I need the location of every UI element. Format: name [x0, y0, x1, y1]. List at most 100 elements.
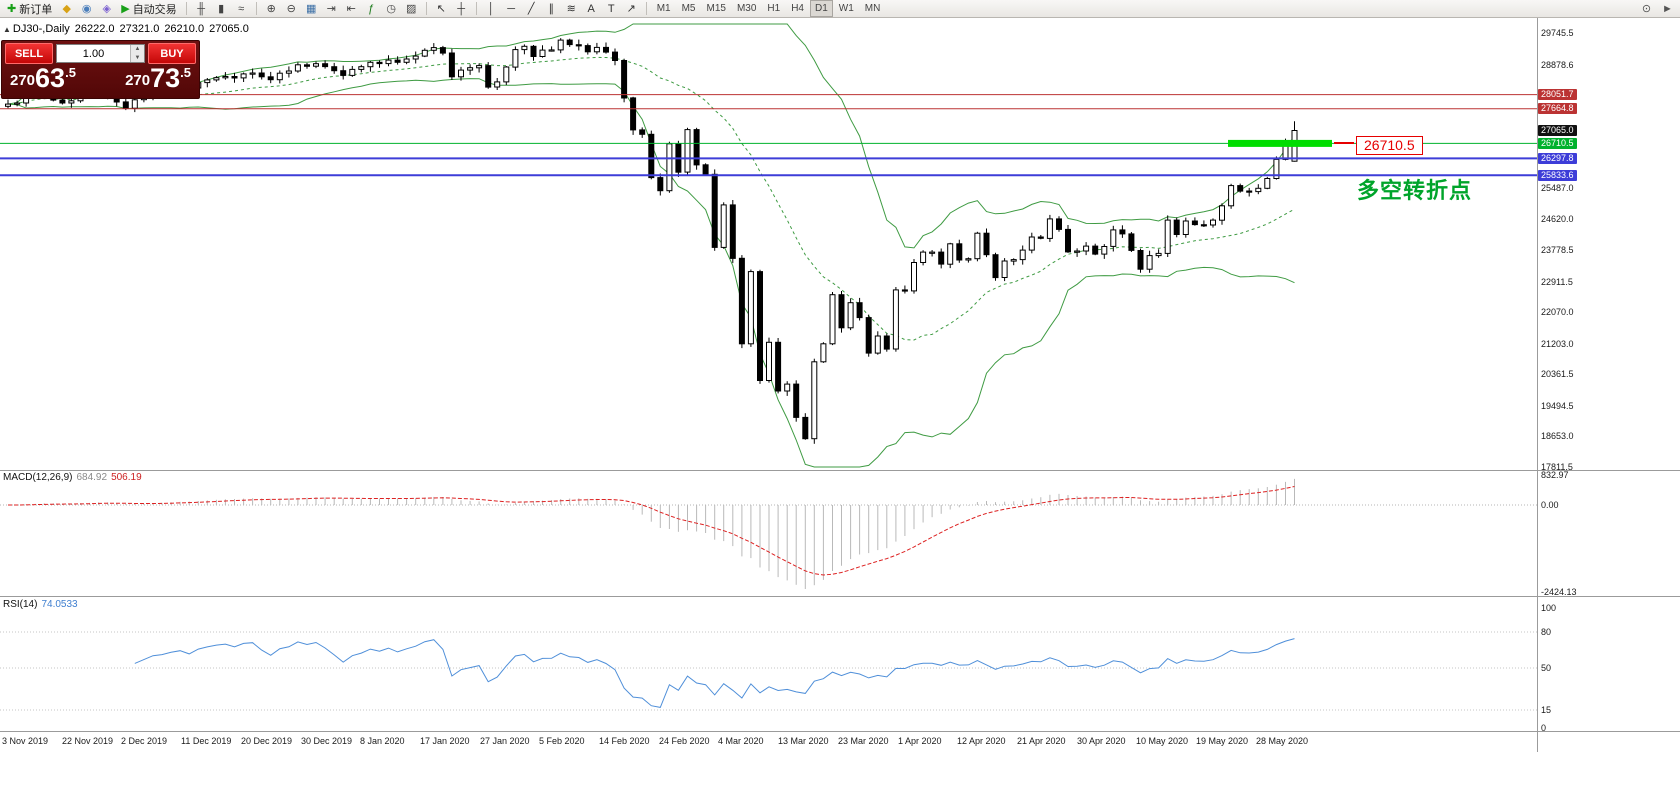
auto-scroll-icon[interactable]: ⇥	[326, 3, 336, 15]
rsi-indicator-label: RSI(14) 74.0533	[3, 599, 82, 610]
sell-button[interactable]: SELL	[5, 43, 53, 64]
price-axis-label: 24620.0	[1541, 214, 1574, 224]
collapse-arrow-icon[interactable]: ▲	[3, 25, 11, 34]
macd-indicator-label: MACD(12,26,9) 684.92 506.19	[3, 472, 146, 483]
chart-shift-icon[interactable]: ⇤	[346, 3, 356, 15]
date-axis-label: 5 Feb 2020	[539, 736, 585, 746]
zoom-out-icon[interactable]: ⊖	[286, 3, 296, 15]
date-axis-label: 27 Jan 2020	[480, 736, 530, 746]
timeframe-m30-button[interactable]: M30	[736, 3, 757, 14]
timeframe-m1-button[interactable]: M1	[656, 3, 671, 14]
price-tag: 28051.7	[1538, 89, 1577, 100]
macd-axis-label: 0.00	[1541, 500, 1559, 510]
timeframe-m15-button[interactable]: M15	[706, 3, 726, 14]
timeframe-m5-button[interactable]: M5	[681, 3, 696, 14]
timeframe-h4-button[interactable]: H4	[791, 3, 804, 14]
date-axis-label: 13 Mar 2020	[778, 736, 829, 746]
date-axis-label: 8 Jan 2020	[360, 736, 405, 746]
trendline-icon[interactable]: ╱	[527, 3, 535, 15]
date-axis-label: 23 Mar 2020	[838, 736, 889, 746]
timeframes-menu-icon[interactable]: ◷	[386, 3, 396, 15]
volume-field: ▲ ▼	[56, 44, 145, 63]
macd-indicator-chart[interactable]	[0, 471, 1537, 596]
buy-price: 270 73.5	[125, 65, 191, 92]
chart-ohlc-header: ▲ DJ30-,Daily 26222.0 27321.0 26210.0 27065.0	[3, 23, 254, 35]
price-digits-large: 63	[35, 63, 66, 93]
timeframe-mn-button[interactable]: MN	[864, 3, 881, 14]
arrows-icon[interactable]: ↗	[626, 3, 636, 15]
panel-separator[interactable]	[0, 596, 1680, 597]
date-axis-label: 17 Jan 2020	[420, 736, 470, 746]
new-order-button[interactable]: ✚ 新订单	[3, 1, 56, 17]
favorites-icon[interactable]: ◆	[62, 3, 71, 15]
timeframe-h1-button[interactable]: H1	[767, 3, 781, 14]
toolbar-separator	[185, 2, 187, 15]
new-order-icon: ✚	[7, 3, 17, 15]
date-axis-label: 24 Feb 2020	[659, 736, 710, 746]
pointer-icon[interactable]: ►	[1662, 2, 1673, 15]
date-axis-label: 1 Apr 2020	[898, 736, 942, 746]
text-icon[interactable]: A	[587, 2, 595, 15]
fibonacci-icon[interactable]: ≋	[566, 3, 576, 15]
time-axis[interactable]: 3 Nov 2019 22 Nov 2019 2 Dec 2019 11 Dec 20…	[0, 732, 1537, 754]
ohlc-bars-icon[interactable]: ╫	[197, 2, 206, 15]
price-tag: 26710.5	[1538, 138, 1577, 149]
timeframe-d1-button[interactable]: D1	[810, 0, 833, 17]
price-axis-label: 28878.6	[1541, 60, 1574, 70]
indicators-icon[interactable]: ƒ	[368, 2, 375, 15]
templates-icon[interactable]: ▨	[405, 3, 417, 15]
volume-increase-button[interactable]: ▲	[131, 45, 144, 54]
price-axis-label: 18653.0	[1541, 431, 1574, 441]
price-axis-label: 22911.5	[1541, 277, 1573, 287]
price-axis[interactable]: 29745.5 28878.6 25487.0 24620.0 23778.5 22911…	[1538, 18, 1680, 752]
profile-icon[interactable]: ◉	[81, 3, 92, 15]
rsi-axis-label: 15	[1541, 705, 1552, 715]
candlestick-icon[interactable]: ▮	[218, 3, 225, 15]
volume-input[interactable]	[57, 45, 130, 62]
cursor-icon[interactable]: ↖	[436, 3, 446, 15]
date-axis-label: 30 Apr 2020	[1077, 736, 1126, 746]
toolbar-separator	[475, 2, 477, 15]
date-axis-label: 19 May 2020	[1196, 736, 1249, 746]
price-axis-label: 22070.0	[1541, 307, 1574, 317]
rsi-axis-label: 100	[1541, 603, 1557, 613]
tile-windows-icon[interactable]: ▦	[305, 3, 317, 15]
autotrade-play-icon: ▶	[121, 3, 130, 15]
date-axis-label: 30 Dec 2019	[301, 736, 353, 746]
timeframe-w1-button[interactable]: W1	[838, 3, 854, 14]
vertical-line-icon[interactable]: │	[487, 2, 495, 15]
search-icon[interactable]: ⊙	[1641, 3, 1652, 15]
date-axis-label: 2 Dec 2019	[121, 736, 168, 746]
price-tag: 26297.8	[1538, 153, 1577, 164]
macd-name: MACD(12,26,9)	[3, 472, 73, 483]
toolbar-separator	[645, 2, 647, 15]
volume-decrease-button[interactable]: ▼	[131, 53, 144, 62]
community-icon[interactable]: ◈	[102, 3, 111, 15]
chart-symbol-period: DJ30-,Daily	[12, 23, 70, 35]
panel-separator[interactable]	[0, 731, 1680, 732]
label-icon[interactable]: T	[607, 2, 615, 15]
price-digits-fraction: .5	[65, 65, 76, 80]
crosshair-icon[interactable]: ┼	[457, 2, 466, 15]
price-highlight-label[interactable]: 26710.5	[1356, 136, 1423, 155]
horizontal-line-icon[interactable]: ─	[507, 2, 516, 15]
channel-icon[interactable]: ∥	[548, 3, 554, 15]
macd-signal-value: 506.19	[111, 472, 142, 483]
main-price-chart[interactable]	[0, 18, 1537, 470]
line-chart-icon[interactable]: ≈	[238, 2, 245, 15]
price-digits-small: 270	[125, 72, 151, 89]
panel-separator[interactable]	[0, 470, 1680, 471]
rsi-indicator-chart[interactable]	[0, 597, 1537, 731]
highlight-pointer	[1334, 142, 1354, 144]
zoom-in-icon[interactable]: ⊕	[266, 3, 276, 15]
rsi-axis-label: 50	[1541, 663, 1552, 673]
date-axis-label: 12 Apr 2020	[957, 736, 1006, 746]
date-axis-label: 28 May 2020	[1256, 736, 1309, 746]
autotrade-button-label: 自动交易	[132, 3, 177, 16]
autotrade-button[interactable]: ▶ 自动交易	[117, 1, 180, 17]
buy-button[interactable]: BUY	[148, 43, 196, 64]
annotation-text[interactable]: 多空转折点	[1357, 178, 1473, 203]
new-order-button-label: 新订单	[19, 3, 53, 16]
